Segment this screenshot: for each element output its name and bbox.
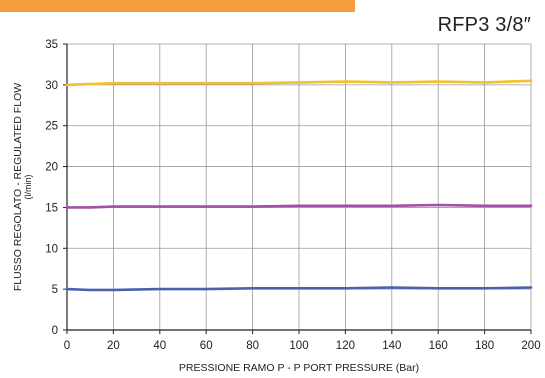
x-tick-label: 200 xyxy=(521,340,540,352)
y-tick-label: 0 xyxy=(52,325,58,337)
y-tick-label: 15 xyxy=(45,202,58,214)
x-axis-title: PRESSIONE RAMO P - P PORT PRESSURE (Bar) xyxy=(179,362,419,374)
x-tick-label: 40 xyxy=(153,340,166,352)
y-tick-label: 20 xyxy=(45,162,58,174)
y-axis-title: FLUSSO REGOLATO - REGULATED FLOW xyxy=(12,83,24,291)
y-tick-label: 30 xyxy=(45,80,58,92)
x-tick-label: 80 xyxy=(246,340,259,352)
y-tick-label: 25 xyxy=(45,121,58,133)
x-tick-label: 60 xyxy=(200,340,213,352)
y-tick-label: 5 xyxy=(52,284,58,296)
series-line-1 xyxy=(65,79,533,87)
series-line-3 xyxy=(65,286,533,292)
y-tick-label: 10 xyxy=(45,243,58,255)
axes-layer: 0 5 10 15 20 25 30 35 0 20 40 60 80 100 120 140 160 180 20… xyxy=(45,39,540,352)
x-tick-label: 140 xyxy=(382,340,401,352)
y-tick-label: 35 xyxy=(45,39,58,51)
x-tick-label: 0 xyxy=(64,340,70,352)
x-tick-label: 20 xyxy=(107,340,120,352)
labels-layer: PRESSIONE RAMO P - P PORT PRESSURE (Bar)… xyxy=(12,83,419,374)
product-code-label: RFP3 3/8″ xyxy=(437,14,531,36)
header-accent-bar xyxy=(0,0,355,12)
series-layer xyxy=(65,79,533,292)
x-tick-label: 160 xyxy=(429,340,448,352)
x-tick-label: 100 xyxy=(289,340,308,352)
y-axis-unit: (l/min) xyxy=(23,175,33,200)
x-tick-label: 180 xyxy=(475,340,494,352)
series-line-2 xyxy=(65,203,533,209)
x-tick-label: 120 xyxy=(336,340,355,352)
